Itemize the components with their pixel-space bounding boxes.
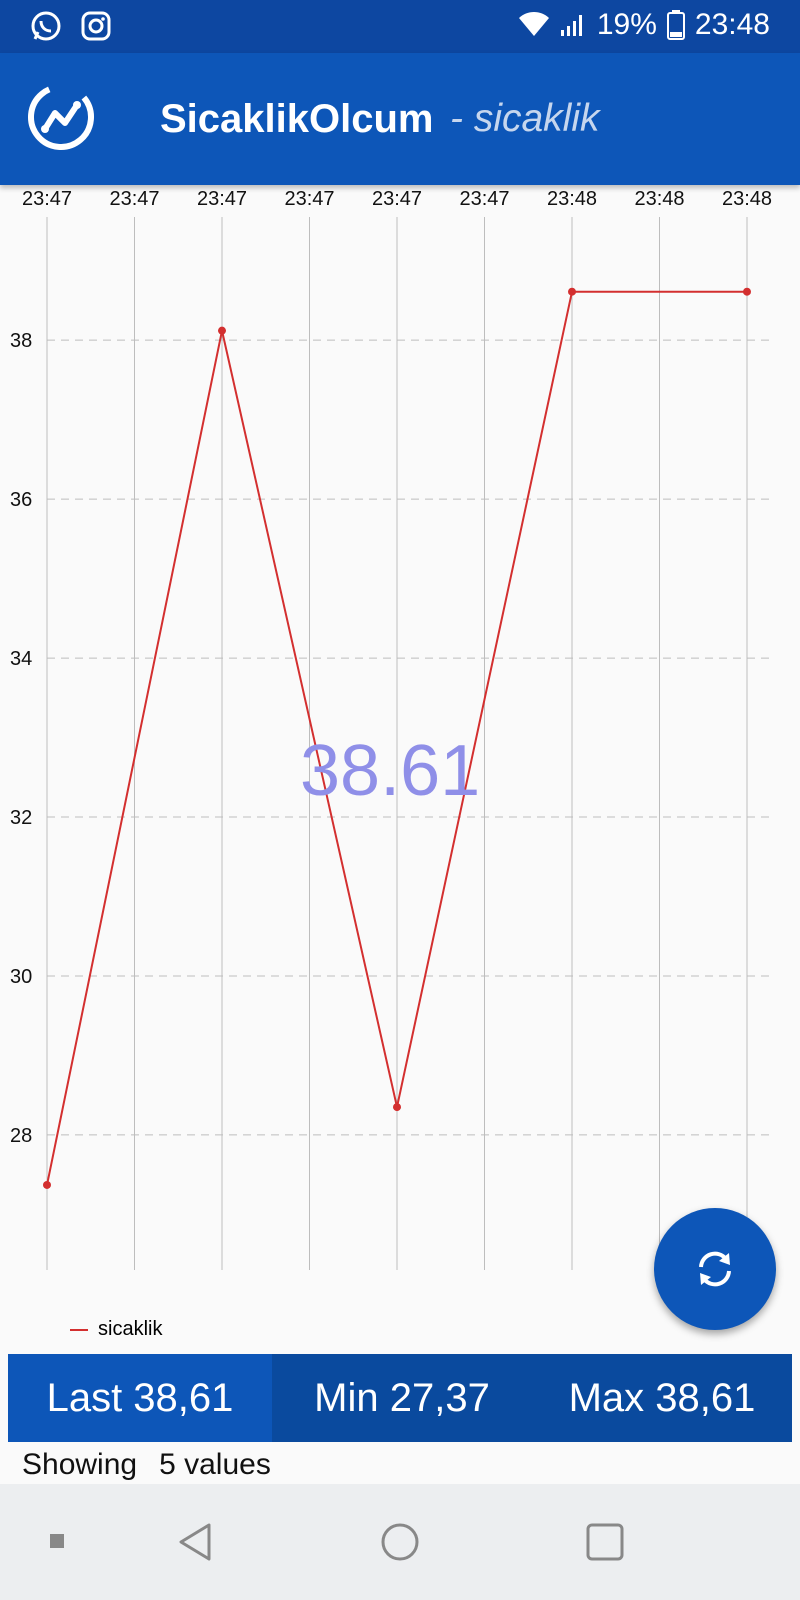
- center-value: 38.61: [300, 731, 481, 811]
- data-point: [743, 287, 751, 296]
- instagram-icon: [81, 11, 111, 41]
- showing-label: Showing: [22, 1448, 138, 1481]
- y-tick-label: 32: [10, 807, 32, 829]
- back-icon[interactable]: [175, 1522, 215, 1562]
- data-point: [568, 287, 576, 296]
- wifi-icon: [518, 12, 549, 36]
- chart-legend: sicaklik: [70, 1318, 162, 1341]
- status-right: 19% 23:48: [518, 8, 770, 42]
- y-tick-label: 30: [10, 966, 32, 988]
- stat-max[interactable]: Max 38,61: [568, 1375, 756, 1420]
- battery-percent: 19%: [596, 8, 657, 41]
- x-tick-label: 23:47: [109, 188, 159, 210]
- app-logo-icon: [28, 84, 94, 150]
- app-title: SicaklikOlcum: [160, 97, 434, 141]
- whatsapp-icon: [31, 11, 61, 41]
- battery-icon: [666, 10, 685, 40]
- showing-info: Showing 5 values: [22, 1448, 293, 1482]
- legend-label: sicaklik: [98, 1318, 163, 1340]
- x-tick-label: 23:47: [372, 188, 422, 210]
- status-left-icons: [30, 10, 112, 42]
- line-chart: 23:47 23:47 23:47 23:47 23:47 23:47 23:48 23:48…: [10, 188, 772, 1270]
- stat-last[interactable]: Last 38,61: [8, 1354, 272, 1442]
- signal-icon: [560, 15, 582, 36]
- x-tick-label: 23:47: [284, 188, 334, 210]
- status-bar: 19% 23:48: [0, 0, 800, 53]
- home-icon[interactable]: [380, 1522, 420, 1562]
- stat-min[interactable]: Min 27,37: [314, 1375, 490, 1420]
- legend-swatch: [70, 1328, 88, 1331]
- navigation-bar: [0, 1484, 800, 1600]
- y-tick-label: 38: [10, 330, 32, 352]
- stats-bar: Last 38,61 Min 27,37 Max 38,61: [8, 1354, 792, 1442]
- x-tick-label: 23:47: [22, 188, 72, 210]
- refresh-button[interactable]: [654, 1208, 776, 1330]
- app-subtitle: - sicaklik: [450, 97, 600, 140]
- x-tick-label: 23:47: [197, 188, 247, 210]
- showing-value: 5 values: [159, 1448, 271, 1481]
- x-tick-label: 23:48: [722, 188, 772, 210]
- data-point: [218, 326, 226, 335]
- data-point: [393, 1103, 401, 1112]
- y-tick-label: 36: [10, 489, 32, 511]
- recent-apps-icon[interactable]: [48, 1532, 66, 1550]
- x-tick-label: 23:47: [459, 188, 509, 210]
- data-point: [43, 1180, 51, 1189]
- clock: 23:48: [694, 8, 770, 41]
- overview-icon[interactable]: [585, 1522, 625, 1562]
- refresh-icon: [699, 1251, 731, 1287]
- app-bar: SicaklikOlcum - sicaklik: [0, 53, 800, 185]
- y-tick-label: 34: [10, 648, 32, 670]
- y-tick-label: 28: [10, 1125, 32, 1147]
- x-tick-label: 23:48: [547, 188, 597, 210]
- x-tick-label: 23:48: [634, 188, 684, 210]
